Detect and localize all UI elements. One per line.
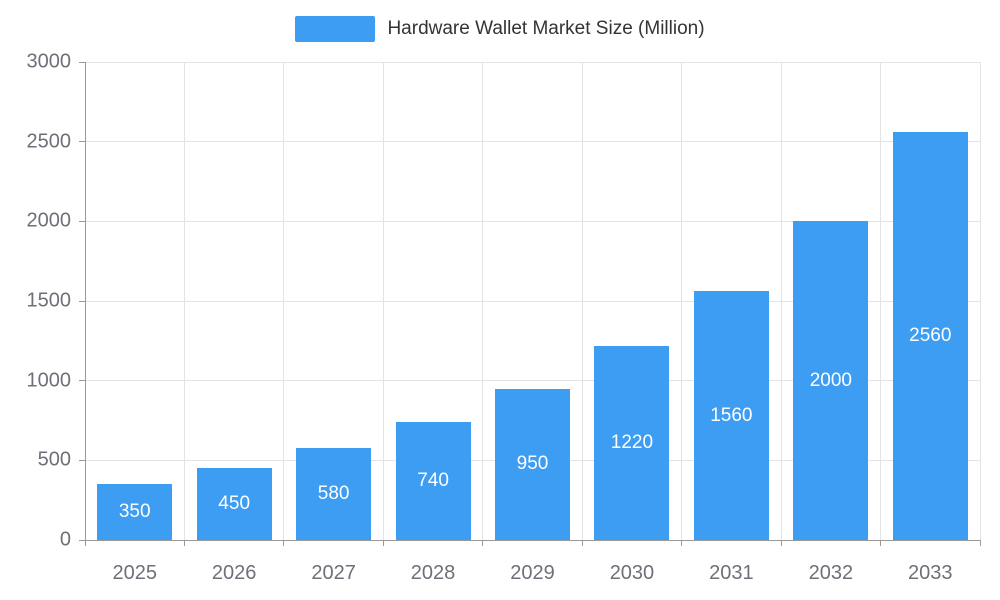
x-axis-tick-label: 2026 [211, 562, 257, 584]
x-axis-line [85, 539, 980, 541]
gridline-horizontal [85, 61, 980, 63]
gridline-vertical [581, 62, 583, 540]
x-axis-tick [979, 540, 981, 546]
y-axis-tick-label: 3000 [26, 50, 72, 73]
gridline-vertical [880, 62, 882, 540]
y-axis-tick [79, 539, 85, 541]
y-axis-tick-label: 2000 [26, 209, 72, 232]
x-axis-tick-label: 2028 [410, 562, 456, 584]
x-axis-tick [382, 540, 384, 546]
gridline-horizontal [85, 141, 980, 143]
x-axis-tick-label: 2025 [112, 562, 157, 584]
bar [892, 132, 968, 540]
legend-swatch-icon [295, 16, 376, 42]
bar [296, 447, 372, 540]
gridline-horizontal [85, 380, 980, 382]
x-axis-tick [482, 540, 484, 546]
bar-value-label: 740 [417, 470, 449, 492]
y-axis-tick-label: 1000 [26, 369, 72, 392]
x-axis-tick-label: 2027 [311, 562, 356, 584]
gridline-vertical [780, 62, 782, 540]
x-axis-tick [183, 540, 185, 546]
bar-value-label: 350 [118, 501, 151, 523]
y-axis-tick-label: 500 [37, 448, 71, 471]
x-axis-tick [681, 540, 683, 546]
y-axis-tick-label: 0 [59, 528, 71, 551]
bar [97, 484, 173, 540]
y-axis-tick [79, 61, 85, 63]
legend-label: Hardware Wallet Market Size (Million) [387, 18, 705, 39]
x-axis-tick [780, 540, 782, 546]
bar [495, 388, 570, 540]
bar-value-label: 1560 [710, 404, 753, 426]
x-axis-tick-label: 2029 [510, 562, 555, 584]
y-axis-tick [79, 220, 85, 222]
y-axis-tick-label: 2500 [26, 130, 72, 153]
y-axis-tick [79, 459, 85, 461]
bar-value-label: 580 [317, 482, 350, 504]
gridline-vertical [482, 62, 484, 540]
bar [395, 422, 471, 540]
x-axis-tick-label: 2033 [908, 562, 953, 584]
gridline-vertical [183, 62, 185, 540]
gridline-vertical [283, 62, 285, 540]
bar-value-label: 950 [516, 453, 549, 475]
gridline-vertical [681, 62, 683, 540]
chart-legend[interactable]: Hardware Wallet Market Size (Million) [0, 16, 1000, 42]
x-axis-tick [84, 540, 86, 546]
bar [196, 468, 272, 540]
gridline-vertical [382, 62, 384, 540]
x-axis-tick-label: 2032 [808, 562, 854, 584]
x-axis-tick [880, 540, 882, 546]
bar-value-label: 2000 [809, 369, 852, 391]
y-axis-tick [79, 141, 85, 143]
bar [793, 221, 869, 540]
y-axis-line [84, 62, 86, 541]
x-axis-tick [581, 540, 583, 546]
gridline-horizontal [85, 220, 980, 222]
bar [594, 345, 670, 540]
y-axis-tick-label: 1500 [26, 289, 72, 312]
x-axis-tick-label: 2030 [609, 562, 655, 584]
x-axis-tick-label: 2031 [709, 562, 754, 584]
x-axis-tick [283, 540, 285, 546]
gridline-vertical [979, 62, 981, 540]
y-axis-tick [79, 380, 85, 382]
bar-value-label: 2560 [909, 325, 952, 347]
bar-value-label: 1220 [610, 431, 654, 453]
gridline-horizontal [85, 300, 980, 302]
bar-value-label: 450 [218, 493, 251, 515]
bar [693, 291, 769, 540]
y-axis-tick [79, 300, 85, 302]
